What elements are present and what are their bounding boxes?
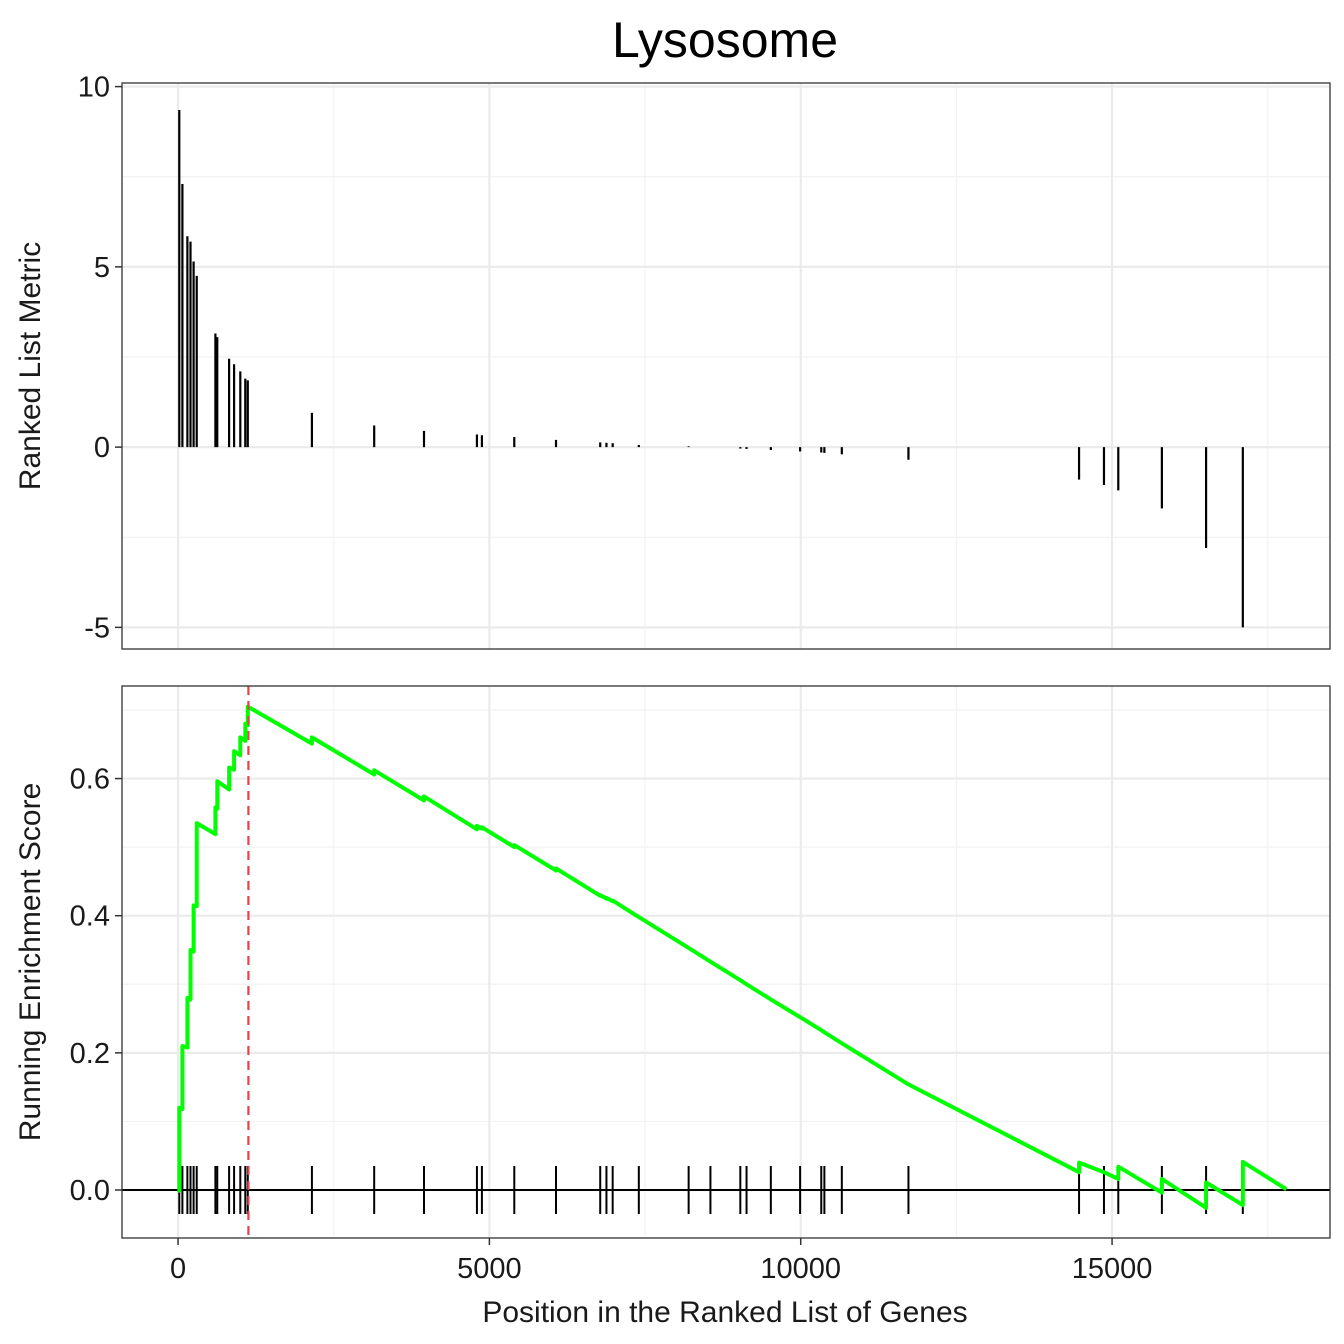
top-panel-y-ticks: -5 0 5 10 [78,72,122,644]
bottom-y-tick-label: 0.0 [70,1175,110,1207]
running-score-line [177,704,1288,1210]
x-tick-label: 5000 [457,1253,522,1285]
running-score-panel: 0.0 0.2 0.4 0.6 0 5000 10000 15000 Running Enr… [14,685,1331,1285]
x-tick-label: 0 [170,1253,186,1285]
x-axis-ticks: 0 5000 10000 15000 [170,1238,1152,1285]
bottom-panel-border [121,685,1331,1239]
x-tick-label: 10000 [760,1253,841,1285]
bottom-panel-y-axis-title: Running Enrichment Score [14,783,47,1142]
x-axis-title: Position in the Ranked List of Genes [482,1296,967,1329]
bottom-panel-minor-gridlines [122,686,1330,1238]
bottom-y-tick-label: 0.6 [70,764,110,796]
top-y-tick-label: 5 [94,252,110,284]
bottom-y-tick-label: 0.2 [70,1038,110,1070]
bottom-panel-major-gridlines [122,686,1330,1238]
ranked-metric-bars [178,110,1244,628]
top-panel-major-gridlines [122,83,1330,649]
top-panel-minor-gridlines [122,83,1330,649]
bottom-y-tick-label: 0.4 [70,901,110,933]
chart-title: Lysosome [612,12,838,68]
top-panel-y-axis-title: Ranked List Metric [14,242,47,490]
top-panel-border [121,82,1331,650]
bottom-panel-y-ticks: 0.0 0.2 0.4 0.6 [70,764,122,1207]
top-y-tick-label: 0 [94,432,110,464]
top-y-tick-label: 10 [78,72,110,104]
top-y-tick-label: -5 [84,612,110,644]
ranked-metric-panel: -5 0 5 10 Ranked List Metric [14,72,1331,650]
x-tick-label: 15000 [1072,1253,1153,1285]
